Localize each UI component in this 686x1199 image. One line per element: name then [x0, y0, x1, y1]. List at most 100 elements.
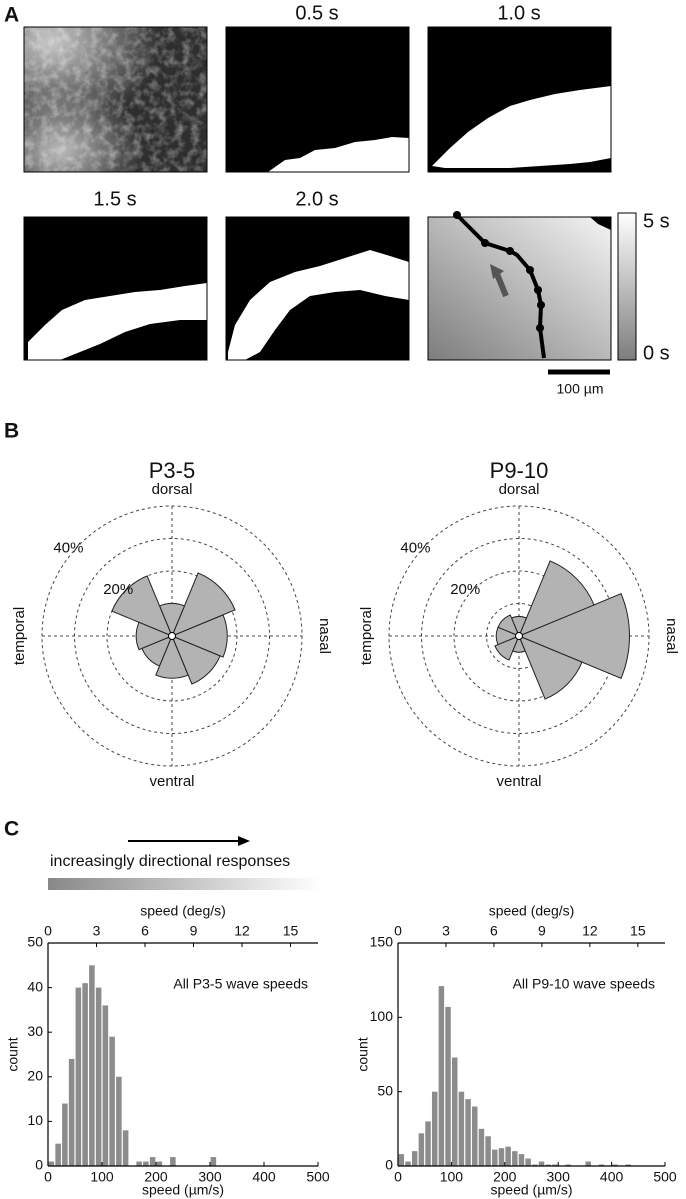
sector: [135, 621, 174, 651]
bar: [89, 965, 95, 1166]
x2-tick-label: 9: [538, 923, 546, 939]
y-tick-label: 20: [27, 1068, 43, 1084]
bar: [102, 1005, 109, 1166]
bar: [136, 1161, 142, 1166]
panel-label: A: [4, 4, 19, 27]
bar: [109, 1036, 115, 1166]
x-tick-label: 200: [493, 1169, 517, 1185]
bar: [438, 986, 445, 1166]
bar: [55, 1143, 61, 1166]
y-tick-label: 30: [27, 1023, 43, 1039]
direction-label: nasal: [316, 618, 333, 654]
annotation: All P3-5 wave speeds: [173, 976, 308, 992]
r-tick-label: 20%: [450, 581, 480, 598]
x-tick-label: 500: [306, 1169, 330, 1185]
y-axis-label: count: [355, 1037, 371, 1071]
direction-arrow: [128, 836, 250, 846]
sector: [518, 635, 583, 700]
bar: [62, 1103, 68, 1166]
x-tick-label: 0: [394, 1169, 402, 1185]
direction-label: nasal: [663, 618, 680, 654]
frame-label: 1.5 s: [93, 188, 136, 210]
x2-tick-label: 12: [582, 923, 598, 939]
frame-raw: [23, 26, 208, 173]
colorbar-label: 5 s: [643, 210, 670, 232]
direction-label: ventral: [496, 773, 541, 790]
bar: [565, 1164, 571, 1166]
direction-label: dorsal: [499, 481, 540, 498]
x-tick-label: 500: [653, 1169, 677, 1185]
center: [168, 632, 176, 640]
frame: [225, 216, 410, 361]
bar: [425, 1121, 431, 1166]
frame-label: 0.5 s: [295, 2, 338, 24]
x2-axis-label: speed (deg/s): [140, 903, 226, 919]
bar: [82, 983, 88, 1166]
sector: [171, 572, 236, 637]
bar: [512, 1151, 518, 1166]
bar: [143, 1161, 149, 1166]
x2-axis-label: speed (deg/s): [489, 903, 575, 919]
bar: [418, 1133, 425, 1166]
panel-label: B: [4, 420, 19, 443]
directionality-gradient: [48, 878, 320, 890]
y-tick-label: 50: [27, 934, 43, 950]
y-tick-label: 40: [27, 978, 43, 994]
sector: [171, 635, 221, 685]
y-tick-label: 0: [35, 1157, 43, 1173]
bar: [149, 1157, 156, 1166]
x-tick-label: 300: [198, 1169, 222, 1185]
bar: [532, 1164, 538, 1166]
bar: [210, 1157, 217, 1166]
x-tick-label: 400: [600, 1169, 624, 1185]
chart-title: P3-5: [149, 458, 195, 483]
x2-tick-label: 3: [93, 923, 101, 939]
annotation: All P9-10 wave speeds: [513, 976, 655, 992]
bar: [465, 1099, 471, 1166]
bar: [95, 987, 102, 1166]
r-tick-label: 40%: [400, 539, 430, 556]
direction-label: dorsal: [152, 481, 193, 498]
bar: [625, 1164, 632, 1166]
y-tick-label: 50: [377, 1082, 393, 1098]
r-tick-label: 40%: [53, 539, 83, 556]
bar: [472, 1106, 478, 1166]
sector: [111, 575, 173, 637]
frame: [427, 26, 612, 173]
y-tick-label: 100: [370, 1008, 394, 1024]
bar: [458, 1091, 465, 1166]
bar: [478, 1128, 485, 1166]
y-axis-label: count: [5, 1037, 21, 1071]
y-tick-label: 0: [385, 1157, 393, 1173]
x-tick-label: 200: [144, 1169, 168, 1185]
bar: [492, 1149, 498, 1166]
bar: [538, 1161, 545, 1166]
bar: [505, 1146, 511, 1166]
x2-tick-label: 9: [190, 923, 198, 939]
scale-bar-label: 100 µm: [557, 381, 604, 397]
bar: [122, 1130, 129, 1166]
direction-label: ventral: [149, 773, 194, 790]
x2-tick-label: 12: [234, 923, 250, 939]
x-tick-label: 300: [547, 1169, 571, 1185]
bar: [598, 1164, 605, 1166]
x-tick-label: 0: [44, 1169, 52, 1185]
bar: [116, 1076, 122, 1166]
x2-tick-label: 6: [141, 923, 149, 939]
bar: [445, 1006, 451, 1166]
frame: [23, 216, 208, 361]
bar: [525, 1158, 531, 1166]
x-tick-label: 100: [90, 1169, 114, 1185]
bar: [452, 1057, 458, 1166]
y-tick-label: 10: [27, 1112, 43, 1128]
x-tick-label: 100: [440, 1169, 464, 1185]
bar: [485, 1136, 491, 1166]
wave-map: [427, 211, 612, 361]
bar: [585, 1161, 591, 1166]
bar: [170, 1157, 176, 1166]
sector: [494, 635, 520, 661]
bar: [545, 1164, 551, 1166]
y-tick-label: 150: [370, 934, 394, 950]
frame-label: 1.0 s: [497, 2, 540, 24]
